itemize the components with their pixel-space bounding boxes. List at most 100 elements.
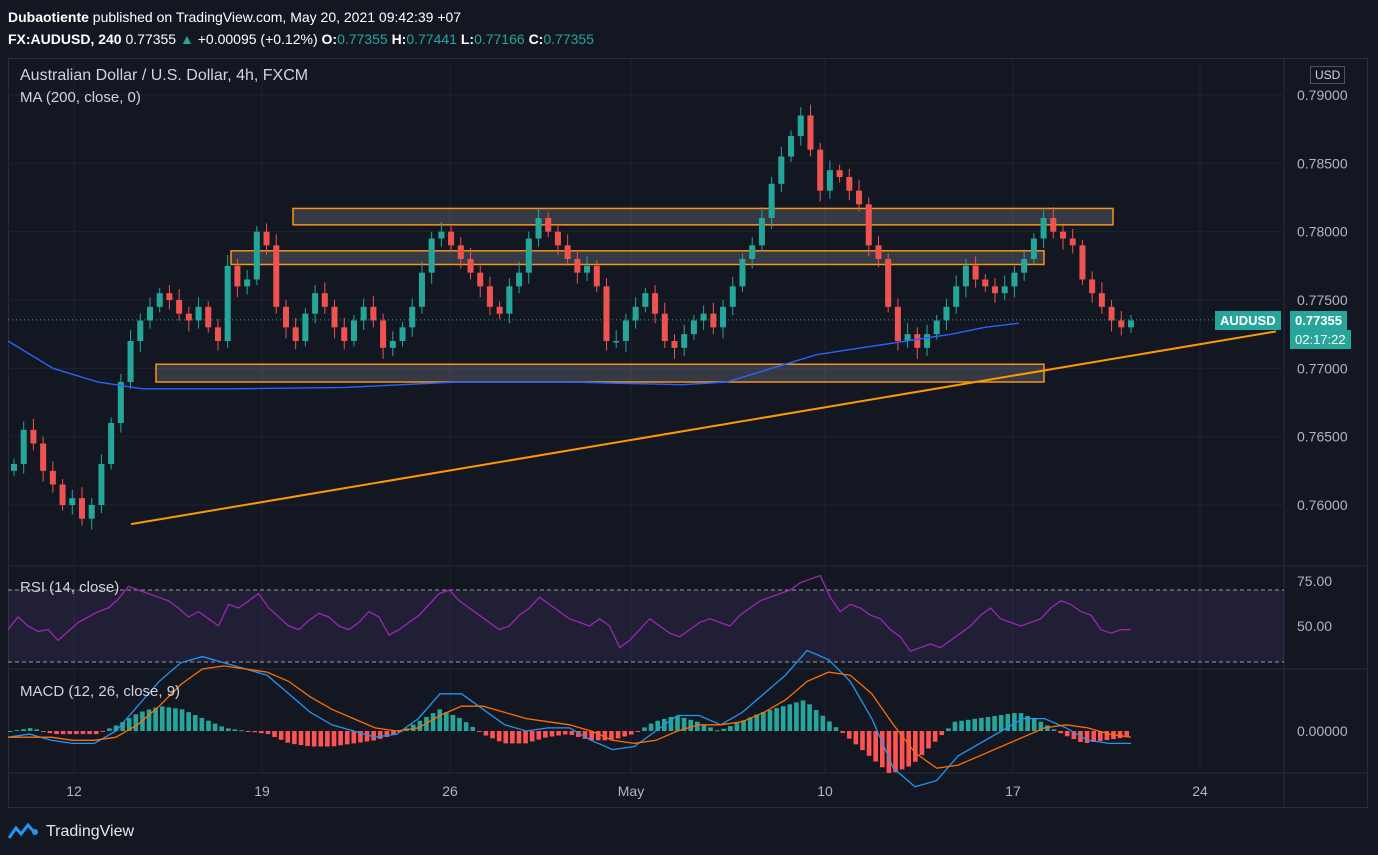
symbol-label: FX:AUDUSD, 240 (8, 31, 122, 47)
ma-layer (7, 322, 1019, 390)
macd-histogram-bar (800, 700, 806, 731)
macd-histogram-bar (668, 716, 674, 731)
candle-body (176, 300, 183, 314)
candle-body (681, 334, 688, 348)
candle-body (1118, 320, 1125, 328)
macd-histogram-bar (1117, 731, 1123, 739)
candle-body (428, 238, 435, 273)
macd-histogram-bar (1038, 721, 1044, 731)
candle-body (613, 341, 620, 343)
macd-histogram-bar (998, 715, 1004, 731)
macd-histogram-bar (681, 717, 687, 731)
sr-zone (230, 250, 1045, 266)
candle-body (214, 327, 221, 341)
candle-body (10, 464, 18, 471)
macd-histogram-bar (932, 731, 938, 742)
currency-label[interactable]: USD (1310, 66, 1346, 84)
macd-histogram-bar (265, 731, 271, 735)
macd-histogram-bar (298, 731, 304, 746)
macd-histogram-bar (833, 727, 839, 731)
candle-body (88, 505, 95, 519)
ma-legend[interactable]: MA (200, close, 0) (20, 89, 141, 106)
macd-histogram-bar (1097, 731, 1103, 742)
macd-histogram-bar (879, 731, 885, 768)
candle-body (137, 320, 144, 341)
candle-body (185, 313, 192, 321)
macd-histogram-bar (655, 720, 661, 731)
macd-histogram-bar (457, 717, 462, 731)
macd-histogram-bar (410, 724, 416, 731)
macd-histogram-bar (483, 731, 489, 736)
publish-info: Dubaotiente published on TradingView.com… (8, 9, 461, 25)
candle-body (836, 170, 843, 177)
candle-body (312, 293, 319, 314)
macd-histogram-bar (364, 731, 370, 742)
candle-body (1059, 231, 1067, 239)
macd-histogram-bar (609, 731, 614, 741)
candle-body (545, 218, 552, 232)
candle-body (856, 190, 863, 205)
candle-body (797, 115, 804, 136)
macd-legend[interactable]: MACD (12, 26, close, 9) (20, 683, 181, 700)
macd-histogram-bar (80, 731, 86, 735)
time-label: May (618, 783, 644, 799)
macd-histogram-bar (311, 731, 317, 747)
candle-body (516, 272, 523, 287)
macd-histogram-bar (846, 731, 852, 739)
signal-line (8, 665, 1132, 769)
candle-body (729, 286, 736, 307)
chart-frame[interactable] (8, 58, 1368, 808)
macd-histogram-bar (490, 731, 495, 739)
axes-layer: 12 19 26 May 10 17 24 0.79000 0.78500 0.78000 0.77… (66, 87, 1348, 799)
macd-histogram-bar (906, 731, 912, 767)
candle-body (992, 286, 999, 294)
macd-histogram-bar (728, 725, 733, 731)
publish-text: published on TradingView.com, May 20, 20… (92, 9, 462, 25)
candle-body (389, 341, 396, 348)
macd-histogram-bar (430, 713, 436, 731)
macd-histogram-bar (589, 731, 594, 741)
macd-axis-label: 0.00000 (1297, 723, 1348, 739)
macd-histogram-bar (992, 715, 997, 731)
candle-body (195, 306, 202, 321)
macd-histogram-bar (47, 731, 53, 734)
candle-body (535, 218, 542, 239)
macd-histogram-bar (443, 712, 449, 731)
candle-body (108, 423, 115, 464)
footer-brand[interactable]: TradingView (8, 820, 134, 844)
macd-histogram-bar (562, 731, 568, 735)
macd-histogram-bar (985, 716, 991, 731)
candle-body (49, 470, 56, 485)
macd-histogram-bar (206, 720, 211, 731)
candle-body (652, 293, 659, 314)
candle-body (69, 498, 76, 505)
low-value: 0.77166 (474, 31, 525, 47)
candle-body (584, 265, 591, 273)
macd-histogram-bar (153, 707, 158, 731)
macd-histogram-bar (325, 731, 330, 747)
candle-body (341, 327, 348, 341)
chart-title: Australian Dollar / U.S. Dollar, 4h, FXC… (20, 67, 309, 84)
macd-histogram-bar (959, 720, 964, 731)
macd-histogram-bar (496, 731, 502, 742)
candle-body (1030, 238, 1037, 259)
candle-body (690, 320, 697, 335)
candle-body (914, 334, 921, 348)
sr-zone (155, 363, 1045, 383)
macd-histogram-bar (344, 731, 350, 745)
candle-body (156, 293, 163, 307)
candle-body (1069, 238, 1076, 246)
macd-histogram-bar (774, 708, 779, 731)
macd-histogram-bar (166, 707, 172, 731)
macd-histogram-bar (146, 709, 152, 731)
macd-histogram-bar (886, 731, 892, 773)
macd-histogram-bar (536, 731, 542, 740)
macd-histogram-bar (285, 731, 291, 743)
rsi-legend[interactable]: RSI (14, close) (20, 579, 120, 596)
rsi-band (8, 589, 1284, 663)
candle-body (749, 245, 756, 259)
macd-histogram-bar (972, 718, 978, 731)
time-label: 26 (442, 783, 458, 799)
candle-body (622, 320, 629, 341)
